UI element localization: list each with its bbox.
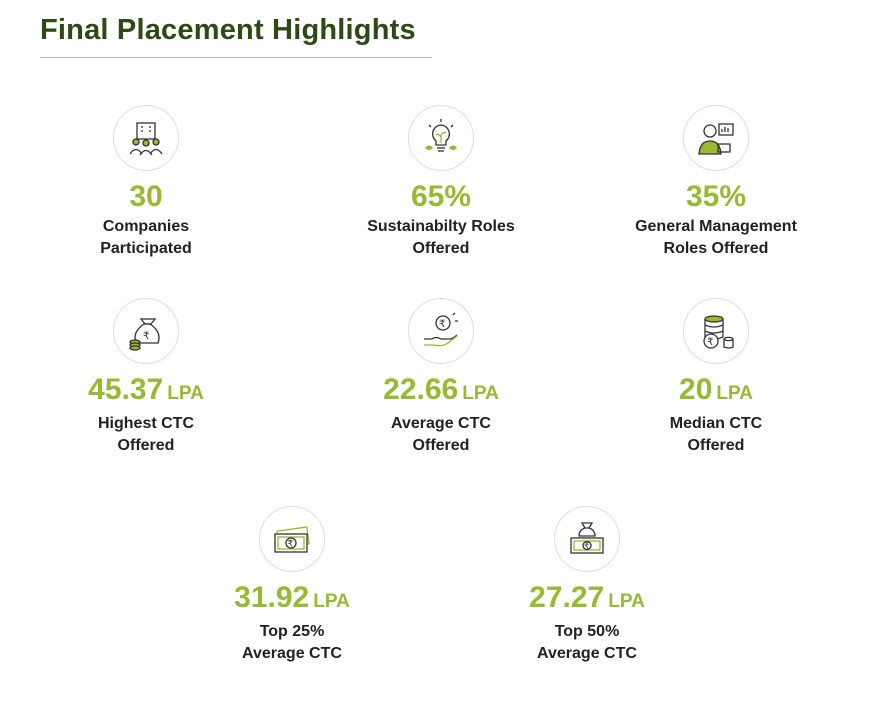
coin-stack-icon: ₹ bbox=[683, 298, 749, 364]
stat-average-ctc: ₹ 22.66 LPA Average CTC Offered bbox=[311, 298, 571, 457]
stat-value: 20 bbox=[679, 373, 713, 406]
stat-label-line2: Offered bbox=[117, 437, 175, 454]
stat-label-line2: Offered bbox=[412, 437, 470, 454]
manager-icon bbox=[683, 105, 749, 171]
stat-companies: 30 Companies Participated bbox=[16, 105, 276, 260]
svg-text:₹: ₹ bbox=[439, 319, 445, 330]
stat-label-line1: Highest CTC bbox=[98, 415, 194, 432]
stat-label-line2: Offered bbox=[412, 240, 470, 257]
banknote-icon: ₹ bbox=[259, 506, 325, 572]
money-bag-icon: ₹ bbox=[113, 298, 179, 364]
stat-value: 22.66 bbox=[383, 373, 459, 406]
svg-text:₹: ₹ bbox=[288, 540, 294, 550]
stat-label-line1: Sustainabilty Roles bbox=[367, 218, 515, 235]
stat-top-50: ₹ 27.27 LPA Top 50% Average CTC bbox=[457, 506, 717, 665]
stat-median-ctc: ₹ 20 LPA Median CTC Offered bbox=[586, 298, 846, 457]
stat-value: 35% bbox=[685, 180, 747, 213]
stat-label-line1: Average CTC bbox=[391, 415, 491, 432]
svg-text:₹: ₹ bbox=[707, 337, 713, 348]
stat-label-line1: Top 50% bbox=[554, 623, 620, 640]
stat-label-line1: Median CTC bbox=[669, 415, 763, 432]
stat-value: 31.92 bbox=[234, 581, 310, 614]
title-divider bbox=[40, 57, 432, 58]
stat-value: 30 bbox=[129, 180, 163, 213]
stat-general-management: 35% General Management Roles Offered bbox=[586, 105, 846, 260]
stat-label-line2: Offered bbox=[687, 437, 745, 454]
stat-unit: LPA bbox=[608, 591, 645, 612]
stat-unit: LPA bbox=[313, 591, 350, 612]
cash-bag-icon: ₹ bbox=[554, 506, 620, 572]
stat-value: 45.37 bbox=[88, 373, 164, 406]
stat-label-line1: Companies bbox=[102, 218, 190, 235]
stat-unit: LPA bbox=[462, 383, 499, 404]
stat-label-line2: Average CTC bbox=[242, 645, 342, 662]
stat-unit: LPA bbox=[716, 383, 753, 404]
stat-label-line1: Top 25% bbox=[259, 623, 325, 640]
stat-sustainability: 65% Sustainabilty Roles Offered bbox=[311, 105, 571, 260]
stat-label-line2: Roles Offered bbox=[663, 240, 769, 257]
stat-value: 65% bbox=[410, 180, 472, 213]
page-title: Final Placement Highlights bbox=[40, 14, 416, 46]
stat-label-line1: General Management bbox=[635, 218, 797, 235]
svg-text:₹: ₹ bbox=[143, 331, 149, 342]
stat-label-line2: Participated bbox=[100, 240, 192, 257]
stat-unit: LPA bbox=[167, 383, 204, 404]
stat-label-line2: Average CTC bbox=[537, 645, 637, 662]
coin-hand-icon: ₹ bbox=[408, 298, 474, 364]
stat-highest-ctc: ₹ 45.37 LPA Highest CTC Offered bbox=[16, 298, 276, 457]
stat-top-25: ₹ 31.92 LPA Top 25% Average CTC bbox=[162, 506, 422, 665]
lightbulb-icon bbox=[408, 105, 474, 171]
stat-value: 27.27 bbox=[529, 581, 605, 614]
companies-icon bbox=[113, 105, 179, 171]
svg-text:₹: ₹ bbox=[584, 542, 589, 551]
